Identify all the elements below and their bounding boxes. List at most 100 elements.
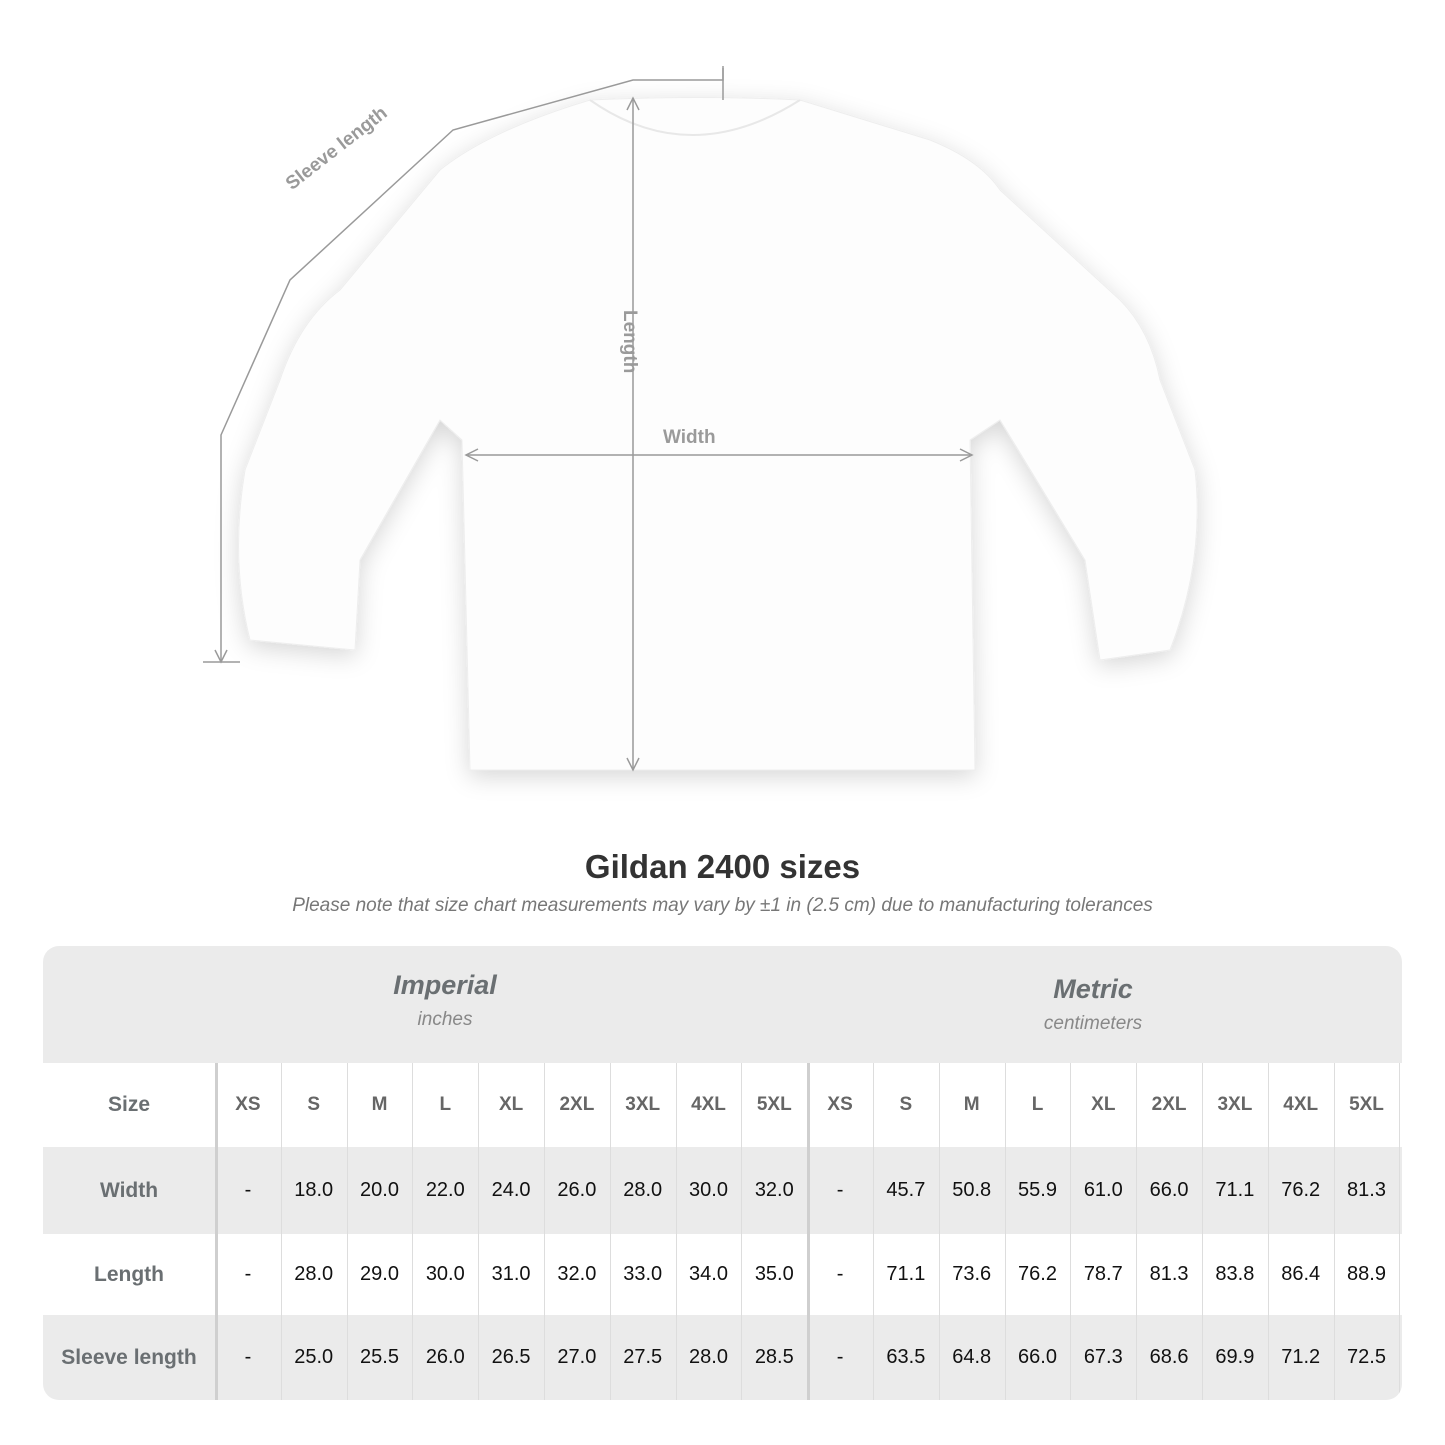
- column-divider: [544, 1063, 545, 1400]
- imperial-size-2XL: 2XL: [559, 1094, 595, 1115]
- metric-title: Metric: [1053, 974, 1133, 1004]
- imperial-size-4XL: 4XL: [691, 1094, 726, 1115]
- metric-cell: 76.2: [1281, 1179, 1321, 1201]
- imperial-cell: 28.0: [294, 1263, 334, 1285]
- column-divider: [741, 1063, 743, 1400]
- header-band: [43, 946, 1402, 1063]
- imperial-cell: -: [244, 1346, 252, 1368]
- column-divider: [1399, 1063, 1401, 1400]
- metric-cell: 69.9: [1215, 1346, 1255, 1368]
- width-label: Width: [663, 427, 716, 448]
- column-divider: [873, 1063, 874, 1400]
- long-sleeve-shirt-image: [238, 97, 1198, 771]
- imperial-cell: 31.0: [491, 1263, 531, 1285]
- metric-cell: 71.1: [1215, 1179, 1255, 1201]
- imperial-cell: 29.0: [360, 1263, 399, 1285]
- column-divider: [609, 1063, 611, 1400]
- metric-cell: 50.8: [952, 1179, 992, 1201]
- column-divider: [1333, 1063, 1335, 1400]
- column-divider: [1267, 1063, 1269, 1400]
- column-divider: [346, 1063, 348, 1400]
- metric-size-XL: XL: [1091, 1094, 1116, 1115]
- column-divider: [215, 1063, 218, 1400]
- imperial-cell: 32.0: [754, 1179, 794, 1201]
- imperial-cell: 20.0: [360, 1179, 399, 1201]
- imperial-cell: 26.0: [425, 1346, 465, 1368]
- imperial-cell: 33.0: [623, 1263, 663, 1285]
- metric-cell: 45.7: [886, 1179, 926, 1201]
- imperial-cell: -: [244, 1179, 252, 1201]
- imperial-cell: 28.0: [689, 1346, 728, 1368]
- column-divider: [1136, 1063, 1138, 1400]
- imperial-size-S: S: [307, 1094, 321, 1115]
- imperial-cell: 26.0: [557, 1179, 597, 1201]
- imperial-title: Imperial: [393, 970, 497, 1000]
- row-label: Length: [94, 1262, 164, 1286]
- metric-cell: 67.3: [1083, 1346, 1123, 1368]
- column-divider: [478, 1063, 480, 1400]
- row-label: Width: [99, 1178, 159, 1202]
- row-label: Sleeve length: [61, 1345, 197, 1369]
- imperial-cell: 24.0: [491, 1179, 531, 1201]
- metric-cell: 71.2: [1281, 1346, 1321, 1368]
- column-divider: [807, 1063, 811, 1400]
- metric-size-S: S: [899, 1094, 913, 1115]
- metric-cell: 66.0: [1149, 1179, 1189, 1201]
- metric-cell: 78.7: [1083, 1263, 1123, 1285]
- metric-size-M: M: [963, 1094, 980, 1115]
- imperial-size-XL: XL: [498, 1094, 524, 1115]
- metric-header: Metric centimeters: [863, 946, 1323, 1063]
- metric-size-L: L: [1031, 1094, 1044, 1115]
- metric-size-XS: XS: [827, 1094, 853, 1115]
- metric-size-3XL: 3XL: [1217, 1094, 1253, 1115]
- metric-cell: 68.6: [1149, 1346, 1189, 1368]
- column-divider: [1202, 1063, 1203, 1400]
- imperial-cell: 25.0: [294, 1346, 334, 1368]
- metric-unit: centimeters: [1043, 1013, 1143, 1034]
- column-divider: [280, 1063, 282, 1400]
- shirt-diagram: [203, 66, 1198, 772]
- imperial-cell: 30.0: [689, 1179, 728, 1201]
- imperial-cell: 35.0: [754, 1263, 794, 1285]
- imperial-cell: 18.0: [294, 1179, 334, 1201]
- imperial-cell: 26.5: [491, 1346, 531, 1368]
- column-divider: [412, 1063, 414, 1400]
- imperial-size-L: L: [439, 1094, 452, 1115]
- metric-cell: 61.0: [1083, 1179, 1123, 1201]
- imperial-cell: 22.0: [425, 1179, 465, 1201]
- imperial-cell: 27.0: [557, 1346, 597, 1368]
- metric-cell: 63.5: [886, 1346, 926, 1368]
- metric-cell: -: [836, 1263, 844, 1285]
- imperial-cell: 34.0: [689, 1263, 728, 1285]
- column-divider: [938, 1063, 940, 1400]
- imperial-size-M: M: [371, 1094, 388, 1115]
- imperial-cell: -: [244, 1263, 252, 1285]
- imperial-size-XS: XS: [235, 1094, 261, 1115]
- imperial-header: Imperial inches: [215, 946, 675, 1063]
- imperial-cell: 30.0: [425, 1263, 465, 1285]
- imperial-cell: 27.5: [623, 1346, 663, 1368]
- page-title: Gildan 2400 sizes: [584, 848, 861, 885]
- imperial-cell: 28.0: [623, 1179, 663, 1201]
- metric-cell: 86.4: [1281, 1263, 1321, 1285]
- metric-cell: 64.8: [952, 1346, 992, 1368]
- row-band: [43, 1147, 1402, 1234]
- metric-cell: 83.8: [1215, 1263, 1255, 1285]
- metric-cell: 81.3: [1149, 1263, 1189, 1285]
- column-divider: [1004, 1063, 1006, 1400]
- metric-cell: 73.6: [952, 1263, 992, 1285]
- metric-cell: -: [836, 1179, 844, 1201]
- metric-cell: 71.1: [886, 1263, 926, 1285]
- metric-cell: -: [836, 1346, 844, 1368]
- imperial-cell: 32.0: [557, 1263, 597, 1285]
- tolerance-note: Please note that size chart measurements…: [292, 895, 1153, 916]
- metric-cell: 81.3: [1347, 1179, 1386, 1201]
- metric-size-4XL: 4XL: [1283, 1094, 1319, 1115]
- metric-cell: 76.2: [1018, 1263, 1057, 1285]
- column-divider: [675, 1063, 677, 1400]
- column-divider: [1070, 1063, 1072, 1400]
- metric-cell: 88.9: [1347, 1263, 1386, 1285]
- size-table: Imperial inches Metric centimeters Size X…: [43, 946, 1402, 1400]
- metric-size-2XL: 2XL: [1151, 1094, 1187, 1115]
- metric-size-5XL: 5XL: [1349, 1094, 1384, 1115]
